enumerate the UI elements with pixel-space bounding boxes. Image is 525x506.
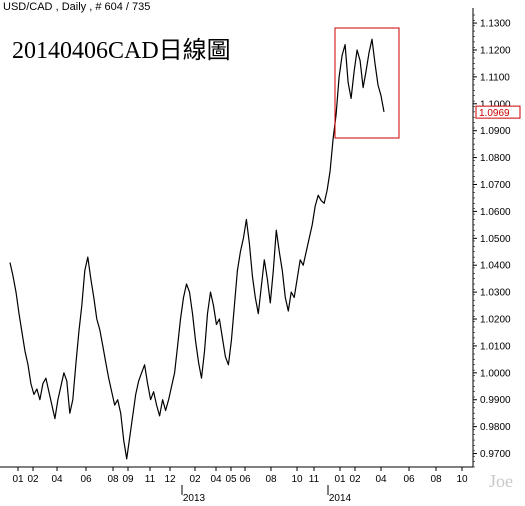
y-tick-label: 1.1300 [480, 19, 511, 30]
x-tick-label: 11 [145, 474, 156, 485]
y-tick-label: 1.0500 [480, 234, 511, 245]
x-tick-label: 04 [51, 474, 63, 485]
highlight-box [334, 27, 400, 139]
y-tick-label: 0.9800 [480, 422, 511, 433]
x-tick-label: 04 [375, 474, 387, 485]
x-tick-label: 08 [107, 474, 119, 485]
y-tick-label: 1.0600 [480, 207, 511, 218]
y-tick-label: 1.0700 [480, 180, 511, 191]
y-tick-label: 1.0300 [480, 288, 511, 299]
x-tick-label: 01 [12, 474, 24, 485]
x-tick-label: 02 [27, 474, 39, 485]
x-year-label: 2013 [183, 493, 206, 504]
watermark: Joe [489, 471, 513, 491]
price-line [9, 38, 385, 460]
x-tick-label: 10 [291, 474, 303, 485]
y-tick-label: 1.1200 [480, 45, 511, 56]
symbol-label: USD/CAD [3, 1, 53, 13]
x-tick-label: 06 [403, 474, 415, 485]
last-price-label: 1.0969 [479, 108, 510, 119]
x-tick-label: 06 [239, 474, 251, 485]
header-sep-1: , [55, 1, 62, 13]
y-tick-label: 0.9900 [480, 395, 511, 406]
y-tick-label: 1.0400 [480, 261, 511, 272]
bar-info-label: # 604 / 735 [95, 1, 151, 13]
y-tick-label: 1.0200 [480, 315, 511, 326]
price-series [9, 27, 400, 460]
x-tick-label: 06 [80, 474, 92, 485]
x-tick-label: 08 [265, 474, 277, 485]
x-year-label: 2014 [329, 493, 352, 504]
last-price-box [475, 105, 521, 119]
period-label: Daily [61, 1, 87, 13]
header-sep-2: , [89, 1, 96, 13]
x-axis: 01 02 04 06 08 09 11 12 02 04 05 06 08 10 11 01 02 04 06 08… [0, 466, 473, 504]
x-tick-label: 01 [334, 474, 346, 485]
y-tick-label: 1.0900 [480, 126, 511, 137]
x-tick-label: 04 [210, 474, 222, 485]
x-tick-label: 08 [430, 474, 442, 485]
y-tick-label: 1.1000 [480, 99, 511, 110]
x-tick-label: 05 [225, 474, 237, 485]
x-tick-label: 09 [122, 474, 134, 485]
y-tick-label: 1.0100 [480, 341, 511, 352]
chart-title: 20140406CAD日線圖 [12, 38, 231, 64]
y-axis: 0.9700 0.9800 0.9900 1.0000 1.0100 1.0200 1.03… [472, 8, 521, 468]
chart-header: USD/CAD , Daily , # 604 / 735 [3, 1, 150, 13]
y-tick-label: 1.0800 [480, 153, 511, 164]
x-tick-label: 02 [189, 474, 201, 485]
x-tick-label: 12 [164, 474, 176, 485]
x-tick-label: 02 [349, 474, 361, 485]
x-tick-label: 11 [309, 474, 320, 485]
y-tick-label: 1.1100 [480, 72, 510, 83]
y-tick-label: 1.0000 [480, 368, 511, 379]
y-tick-label: 0.9700 [480, 449, 511, 460]
x-tick-label: 10 [456, 474, 468, 485]
